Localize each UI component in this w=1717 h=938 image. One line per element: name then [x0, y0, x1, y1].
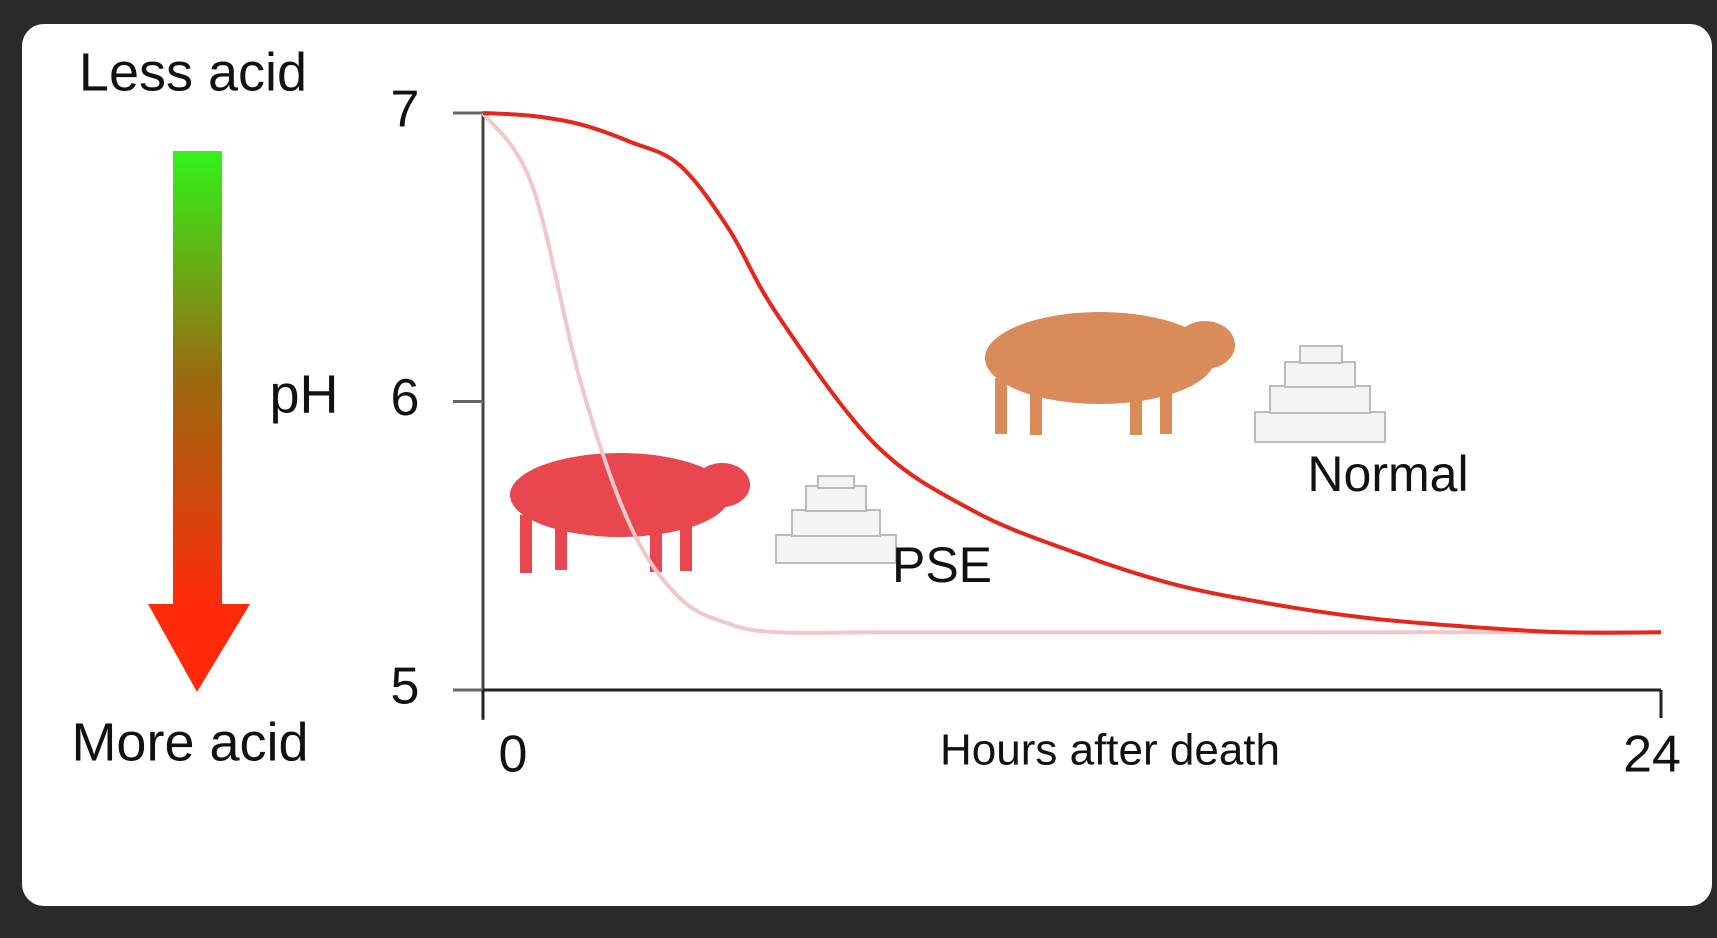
less-acid-label: Less acid — [79, 42, 307, 102]
series-line — [482, 111, 1662, 635]
acid-arrow-shaft — [173, 151, 222, 606]
x-axis-label: Hours after death — [940, 726, 1280, 775]
pse-pig — [510, 453, 750, 573]
series-label: PSE — [892, 537, 992, 593]
y-tick-label: 6 — [391, 369, 420, 427]
more-acid-label: More acid — [71, 712, 308, 772]
normal-pig — [985, 312, 1235, 435]
y-tick-label: 5 — [391, 658, 420, 716]
pse-meat — [775, 475, 897, 564]
y-tick-label: 7 — [391, 81, 420, 139]
series-line — [481, 111, 1661, 635]
normal-meat — [1254, 345, 1386, 443]
y-axis-label: pH — [269, 364, 338, 424]
panel — [22, 24, 1712, 906]
x-tick-label: 24 — [1623, 726, 1681, 784]
acid-arrow-head — [148, 604, 250, 692]
x-tick-label: 0 — [499, 726, 528, 784]
series-label: Normal — [1307, 446, 1468, 502]
